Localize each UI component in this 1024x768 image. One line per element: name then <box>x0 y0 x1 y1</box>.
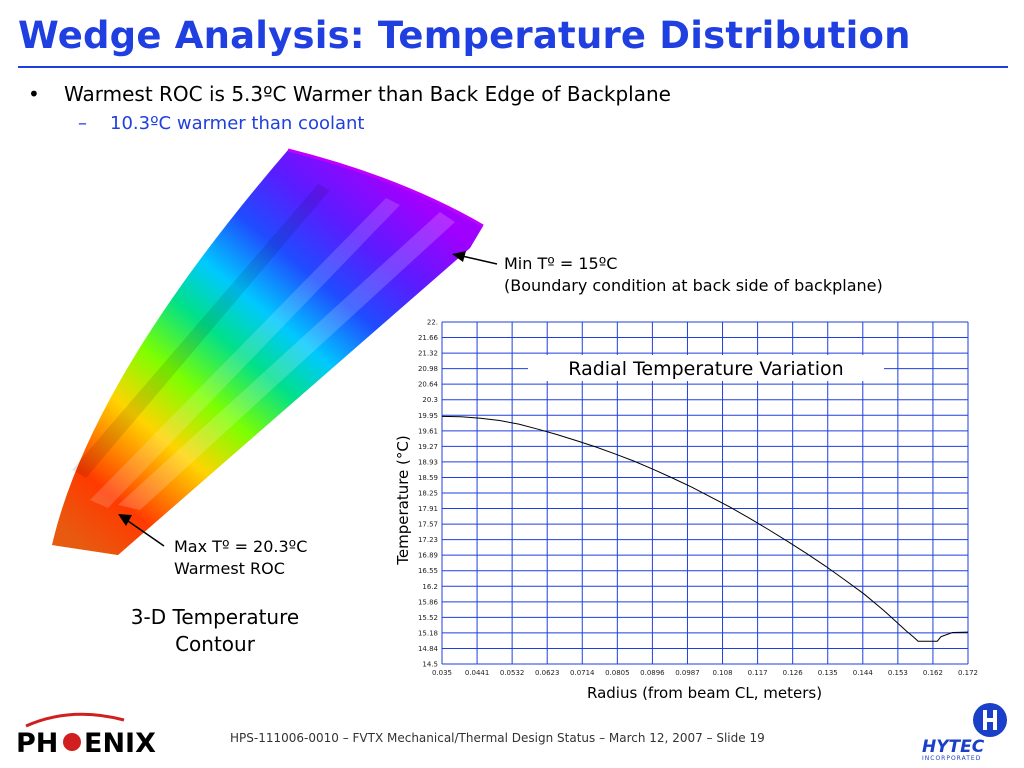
x-tick-label: 0.108 <box>713 669 733 677</box>
max-temp-label: Max Tº = 20.3ºC <box>174 537 308 556</box>
phenix-logo: PH ENIX <box>16 708 166 762</box>
sub-bullet-text: 10.3ºC warmer than coolant <box>110 113 365 134</box>
wedge-top-face <box>52 150 483 555</box>
y-tick-label: 17.23 <box>418 536 438 544</box>
min-temp-note: (Boundary condition at back side of back… <box>504 276 883 295</box>
y-tick-label: 20.3 <box>422 396 438 404</box>
min-temp-arrow-head <box>452 251 466 262</box>
x-tick-label: 0.035 <box>432 669 452 677</box>
y-tick-label: 20.98 <box>418 365 438 373</box>
x-tick-label: 0.0441 <box>465 669 490 677</box>
x-tick-label: 0.0714 <box>570 669 595 677</box>
x-tick-label: 0.117 <box>748 669 768 677</box>
hytec-text: HYTEC <box>922 737 985 757</box>
chart-title: Radial Temperature Variation <box>568 358 843 380</box>
min-temp-label: Min Tº = 15ºC <box>504 254 618 273</box>
x-tick-label: 0.0623 <box>535 669 560 677</box>
y-tick-label: 18.93 <box>418 458 438 466</box>
hytec-logo: HYTEC INCORPORATED <box>916 700 1016 766</box>
y-tick-label: 21.66 <box>418 334 439 342</box>
x-tick-label: 0.126 <box>783 669 804 677</box>
y-tick-label: 19.27 <box>418 443 438 451</box>
y-tick-label: 15.86 <box>418 598 439 606</box>
bullet-item: • Warmest ROC is 5.3ºC Warmer than Back E… <box>28 82 671 106</box>
y-tick-label: 18.59 <box>418 474 438 482</box>
chart-x-axis-label: Radius (from beam CL, meters) <box>587 684 823 702</box>
temperature-series-line <box>441 415 969 642</box>
max-temp-annotation: Max Tº = 20.3ºC Warmest ROC <box>174 536 307 580</box>
x-tick-label: 0.0805 <box>605 669 630 677</box>
max-temp-arrow-line <box>127 520 165 547</box>
y-tick-label: 17.57 <box>418 521 438 529</box>
x-tick-label: 0.0987 <box>675 669 700 677</box>
y-tick-label: 14.5 <box>422 661 438 669</box>
y-tick-label: 21.32 <box>418 350 438 358</box>
wedge-outer-rim <box>287 148 484 228</box>
chart-y-axis-label: Temperature (°C) <box>394 435 412 565</box>
y-tick-label: 22. <box>427 319 438 327</box>
wedge-stripe-middle <box>90 198 400 508</box>
y-tick-label: 18.25 <box>418 490 438 498</box>
min-temp-annotation: Min Tº = 15ºC (Boundary condition at bac… <box>504 253 883 297</box>
x-tick-label: 0.162 <box>923 669 943 677</box>
hytec-globe-h-bar <box>983 718 997 722</box>
x-tick-label: 0.0896 <box>640 669 665 677</box>
sub-bullet-marker: – <box>78 113 87 134</box>
sub-bullet-item: – 10.3ºC warmer than coolant <box>78 113 364 134</box>
x-tick-label: 0.172 <box>958 669 978 677</box>
y-tick-label: 17.91 <box>418 505 438 513</box>
title-divider <box>18 66 1008 68</box>
contour-caption-line1: 3-D Temperature <box>130 605 300 629</box>
max-temp-note: Warmest ROC <box>174 559 285 578</box>
chart-title-background <box>528 355 884 381</box>
slide-title: Wedge Analysis: Temperature Distribution <box>18 14 911 57</box>
y-tick-label: 15.52 <box>418 614 438 622</box>
y-tick-label: 19.61 <box>418 427 438 435</box>
y-tick-label: 16.2 <box>422 583 438 591</box>
wedge-stripe-lower <box>72 184 330 478</box>
hytec-subtext: INCORPORATED <box>922 755 981 762</box>
phenix-sun-icon <box>63 733 81 751</box>
contour-caption: 3-D Temperature Contour <box>100 604 330 658</box>
y-tick-label: 14.84 <box>418 645 439 653</box>
y-tick-label: 15.18 <box>418 629 438 637</box>
x-tick-label: 0.153 <box>888 669 908 677</box>
slide-footer: HPS-111006-0010 – FVTX Mechanical/Therma… <box>230 731 765 745</box>
y-tick-label: 16.89 <box>418 552 438 560</box>
phenix-arc <box>25 712 125 728</box>
wedge-stripe-upper <box>118 212 455 510</box>
hytec-logo-mark: HYTEC INCORPORATED <box>922 703 1007 762</box>
radial-temperature-chart: 22. 21.66 21.32 20.98 20.64 20.3 19.95 19.61 19.… <box>410 312 980 682</box>
phenix-text-ph: PH <box>16 728 58 758</box>
x-tick-label: 0.144 <box>853 669 874 677</box>
y-tick-label: 19.95 <box>418 412 438 420</box>
bullet-text: Warmest ROC is 5.3ºC Warmer than Back Ed… <box>64 82 671 106</box>
y-tick-label: 16.55 <box>418 567 438 575</box>
y-tick-label: 20.64 <box>418 381 439 389</box>
phenix-logo-mark: PH ENIX <box>16 712 156 759</box>
x-tick-label: 0.135 <box>818 669 838 677</box>
contour-caption-line2: Contour <box>175 632 255 656</box>
max-temp-arrow-head <box>118 514 132 526</box>
bullet-marker: • <box>28 82 40 106</box>
x-tick-label: 0.0532 <box>500 669 524 677</box>
min-temp-arrow-line <box>461 255 498 265</box>
phenix-text-enix: ENIX <box>84 728 156 758</box>
